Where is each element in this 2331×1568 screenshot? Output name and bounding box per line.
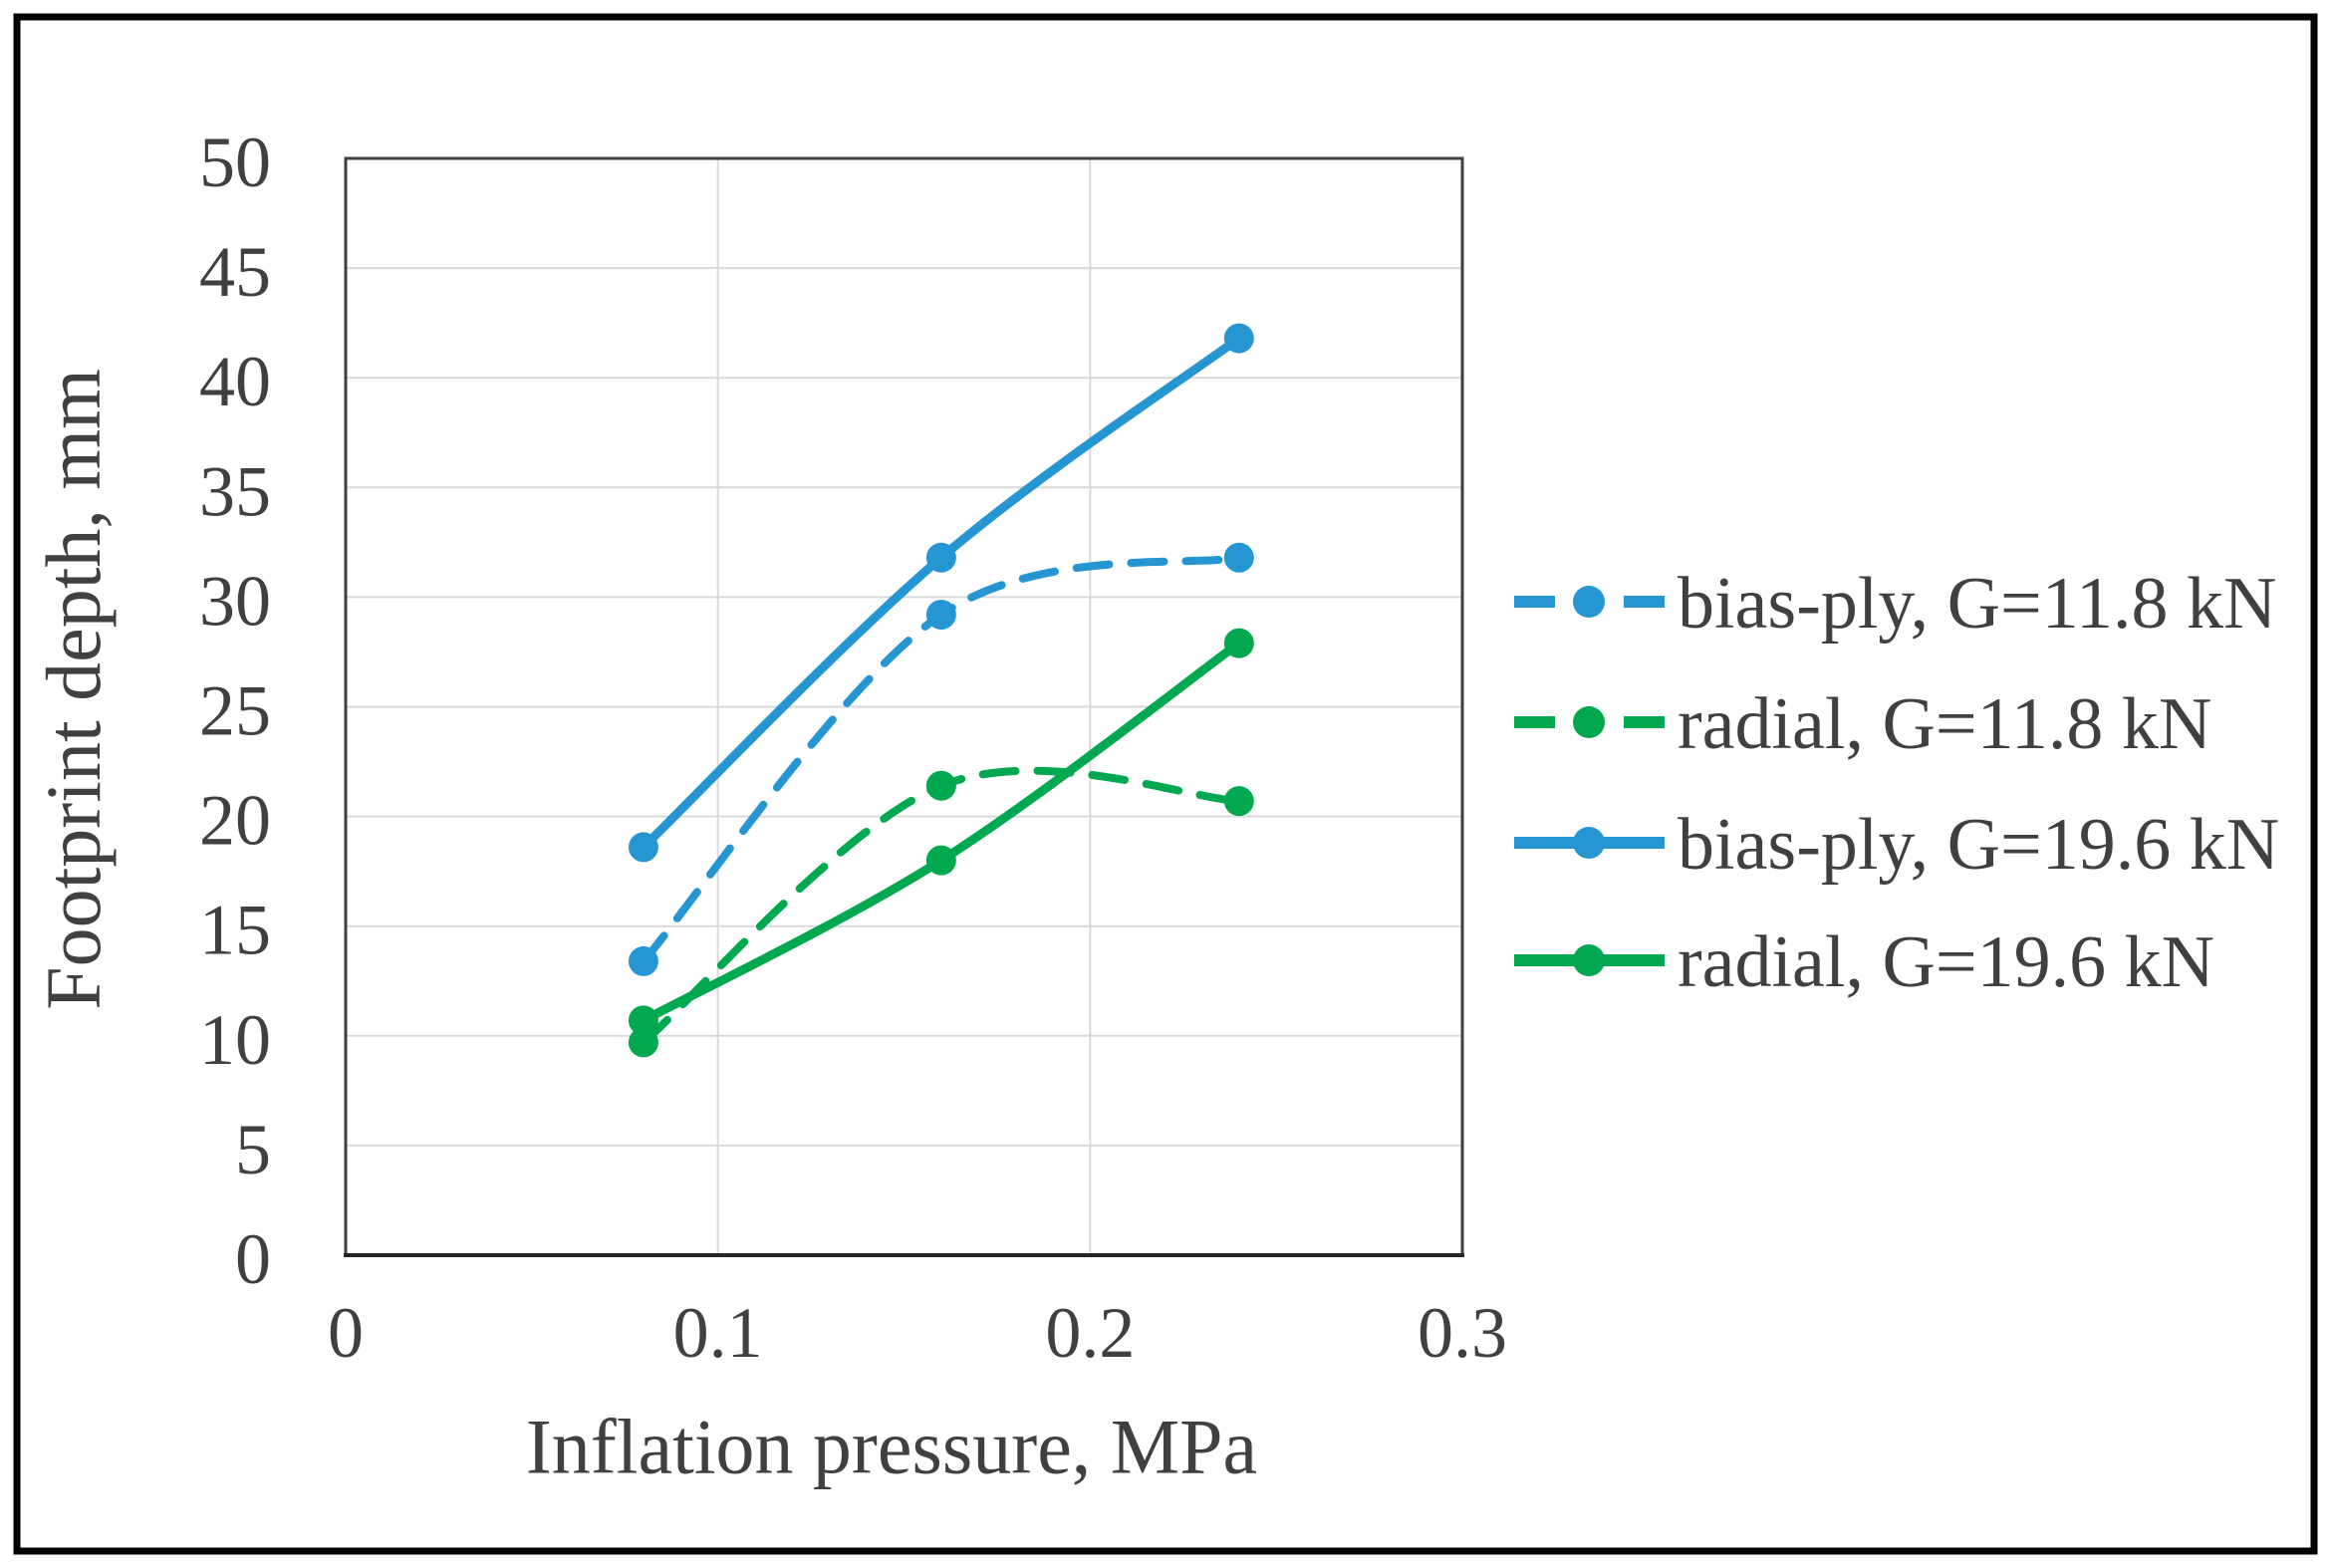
legend-item: bias-ply, G=11.8 kN <box>1514 563 2276 645</box>
y-tick-label: 30 <box>199 561 271 641</box>
data-point <box>628 832 658 863</box>
y-axis-title: Footprint depth, mm <box>30 369 117 1010</box>
data-series <box>628 323 1254 1058</box>
gridlines <box>346 158 1462 1255</box>
y-tick-label: 10 <box>199 1000 271 1080</box>
series-line-3 <box>639 639 1244 1025</box>
y-tick-label: 40 <box>199 342 271 421</box>
data-point <box>1223 628 1254 658</box>
x-axis-title: Inflation pressure, MPa <box>526 1404 1257 1490</box>
legend-label: bias-ply, G=11.8 kN <box>1678 563 2276 645</box>
legend-label: bias-ply, G=19.6 kN <box>1678 804 2279 886</box>
legend-marker <box>1573 827 1605 859</box>
y-tick-label: 15 <box>199 891 271 970</box>
y-axis-tick-labels: 0 5 10 15 20 25 30 35 40 45 50 <box>199 123 271 1299</box>
figure-border <box>13 13 2318 1555</box>
x-tick-label: 0.3 <box>1418 1293 1507 1373</box>
data-point <box>1223 542 1254 573</box>
y-tick-label: 45 <box>199 232 271 312</box>
x-axis-tick-labels: 0 0.1 0.2 0.3 <box>328 1293 1507 1373</box>
legend-marker <box>1573 944 1605 976</box>
data-point <box>1223 786 1254 817</box>
y-tick-label: 35 <box>199 451 271 531</box>
legend-item: radial, G=19.6 kN <box>1514 921 2214 1003</box>
y-tick-label: 25 <box>199 671 271 751</box>
legend-label: radial, G=11.8 kN <box>1678 683 2211 765</box>
y-tick-label: 0 <box>235 1219 271 1299</box>
y-tick-label: 20 <box>199 781 271 861</box>
y-tick-label: 5 <box>235 1110 271 1189</box>
series-line-1 <box>639 766 1243 1047</box>
data-point <box>1223 323 1254 354</box>
legend: bias-ply, G=11.8 kN radial, G=11.8 kN bias… <box>1514 563 2279 1003</box>
x-tick-label: 0 <box>328 1293 364 1373</box>
data-point <box>925 770 956 801</box>
data-point <box>925 845 956 876</box>
x-tick-label: 0.1 <box>673 1293 763 1373</box>
legend-item: bias-ply, G=19.6 kN <box>1514 804 2279 886</box>
data-point <box>628 1027 658 1058</box>
y-tick-label: 50 <box>199 123 271 202</box>
x-tick-label: 0.2 <box>1045 1293 1135 1373</box>
data-point <box>628 1005 658 1036</box>
legend-marker <box>1573 586 1605 618</box>
legend-item: radial, G=11.8 kN <box>1514 683 2211 765</box>
series-line-0 <box>639 553 1243 965</box>
legend-marker <box>1573 706 1605 738</box>
data-point <box>925 600 956 631</box>
data-point <box>925 542 956 573</box>
data-point <box>628 945 658 976</box>
legend-label: radial, G=19.6 kN <box>1678 921 2214 1003</box>
